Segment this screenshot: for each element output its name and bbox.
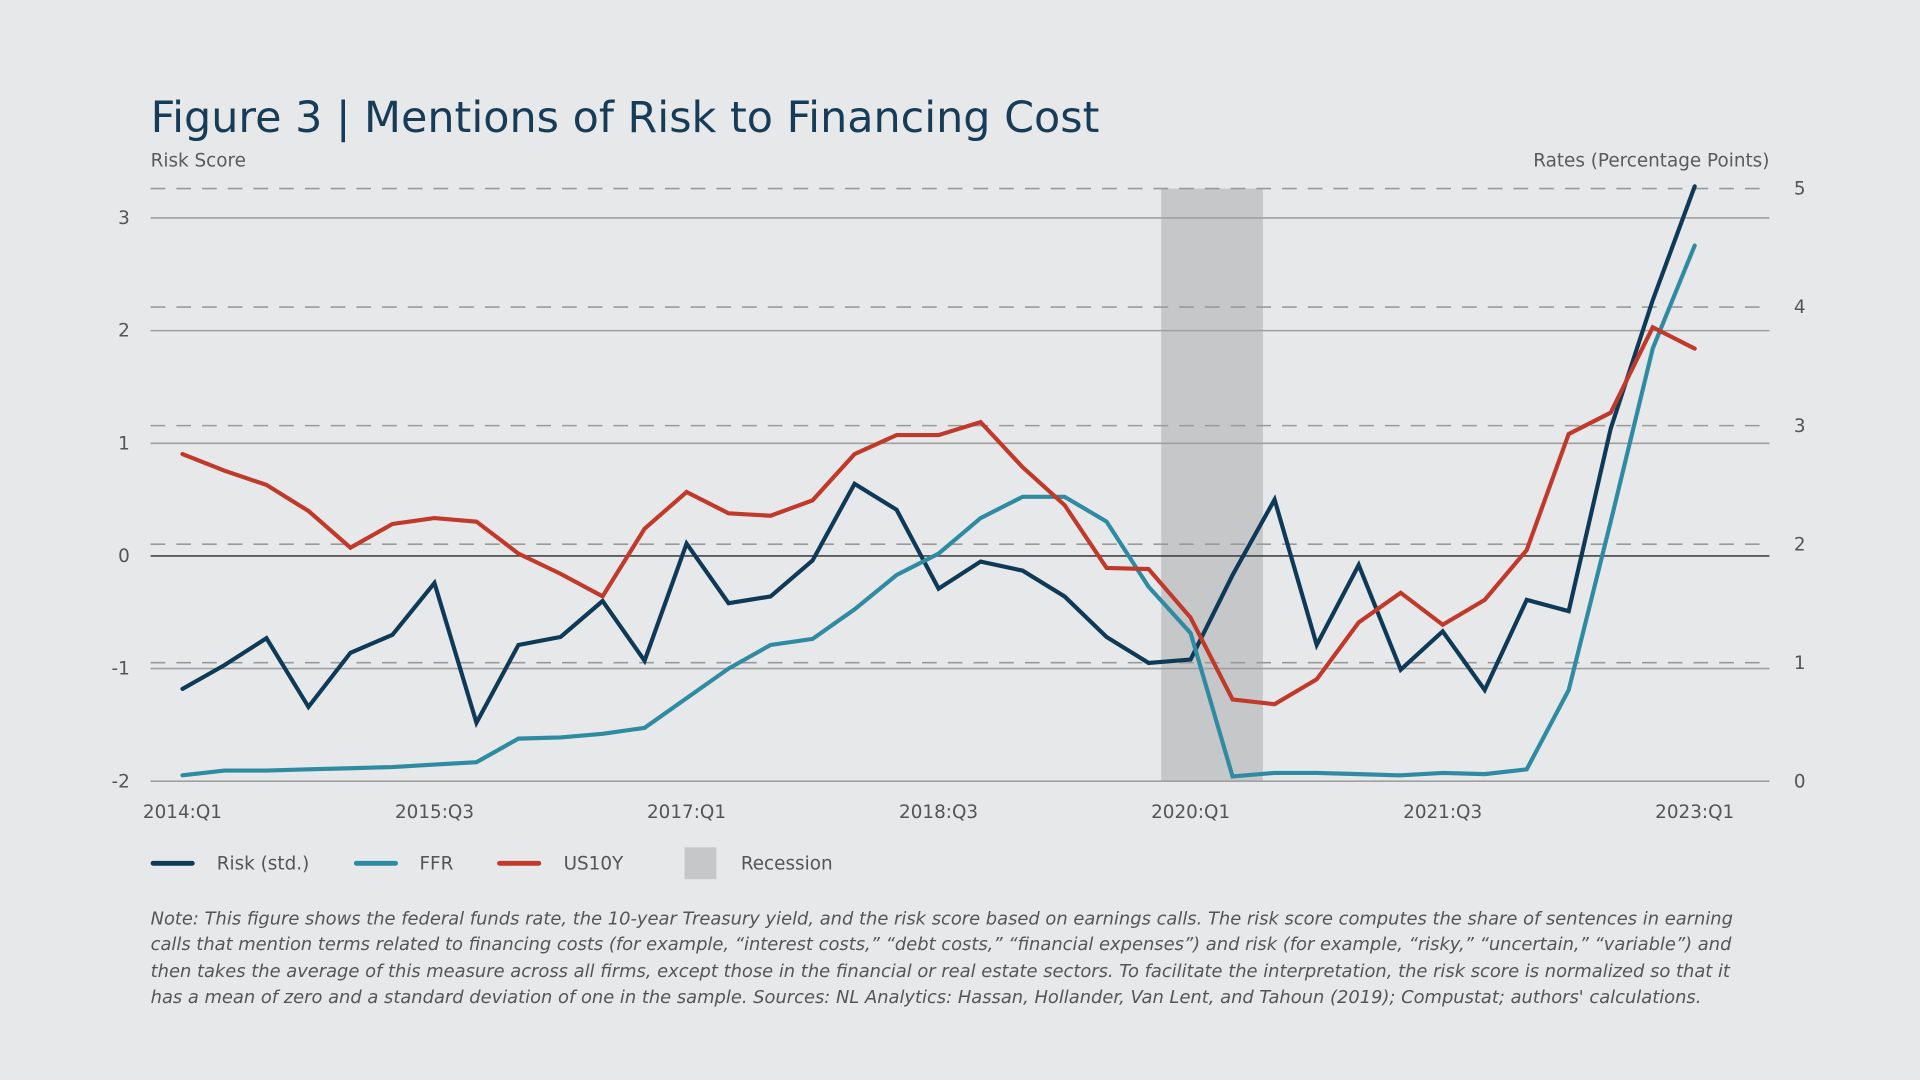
x-tick-label: 2014:Q1 [143, 802, 222, 823]
x-tick-label: 2018:Q3 [899, 802, 978, 823]
right-tick-label: 0 [1794, 771, 1806, 792]
series-line-ffr [180, 243, 1697, 779]
x-tick-label: 2015:Q3 [395, 802, 474, 823]
x-tick-label: 2023:Q1 [1655, 802, 1734, 823]
series-line-risk-std [180, 184, 1697, 729]
legend-item-ffr: FFR [353, 852, 453, 874]
recession-band [1161, 188, 1263, 782]
left-tick-label: -1 [111, 659, 129, 680]
x-tick-label: 2020:Q1 [1151, 802, 1230, 823]
legend-label-risk: Risk (std.) [216, 852, 310, 875]
legend-swatch-ffr [353, 860, 398, 866]
right-tick-label: 4 [1794, 297, 1806, 318]
left-tick-label: 2 [118, 321, 130, 342]
legend-label-ffr: FFR [419, 852, 454, 875]
right-axis-label: Rates (Percentage Points) [1533, 149, 1770, 172]
legend-item-risk: Risk (std.) [150, 852, 310, 875]
right-tick-label: 2 [1794, 534, 1806, 555]
figure-note: Note: This figure shows the federal fund… [150, 908, 1733, 1008]
legend-item-recession: Recession [667, 847, 833, 880]
legend-label-recession: Recession [740, 852, 833, 875]
legend-swatch-risk [150, 860, 195, 866]
left-axis-label: Risk Score [150, 149, 246, 172]
series-line-us10y [180, 324, 1697, 707]
legend-swatch-recession [684, 847, 717, 880]
left-tick-label: 1 [118, 433, 130, 454]
left-tick-label: 0 [118, 546, 130, 567]
legend: Risk (std.) FFR US10Y Recession [150, 847, 877, 880]
left-tick-label: -2 [111, 771, 129, 792]
right-tick-label: 3 [1794, 416, 1806, 437]
legend-item-us10y: US10Y [497, 852, 623, 874]
left-tick-label: 3 [118, 208, 130, 229]
legend-label-us10y: US10Y [563, 852, 624, 875]
chart-title: Figure 3 | Mentions of Risk to Financing… [150, 94, 1100, 144]
x-tick-label: 2017:Q1 [647, 802, 726, 823]
x-tick-label: 2021:Q3 [1403, 802, 1482, 823]
right-tick-label: 5 [1794, 179, 1806, 200]
right-tick-label: 1 [1794, 653, 1806, 674]
legend-swatch-us10y [497, 860, 542, 866]
